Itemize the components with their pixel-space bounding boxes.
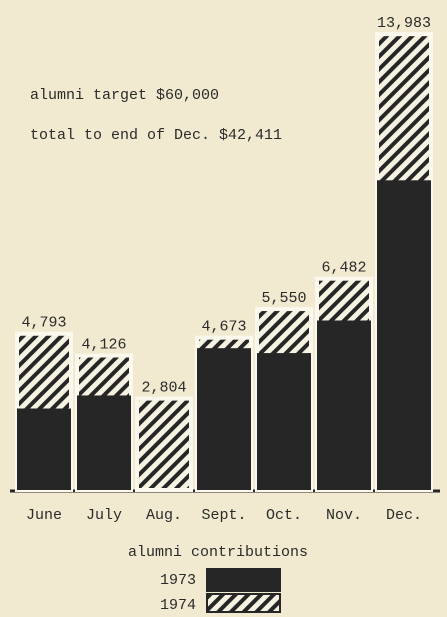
bar bbox=[317, 320, 371, 490]
data-label: 5,550 bbox=[261, 290, 306, 307]
data-label: 13,983 bbox=[377, 15, 431, 32]
legend-label: 1974 bbox=[160, 597, 196, 614]
x-tick-label: Dec. bbox=[386, 507, 422, 524]
bar bbox=[77, 395, 131, 490]
bar bbox=[135, 396, 193, 492]
data-label: 6,482 bbox=[321, 260, 366, 277]
x-tick-label: July bbox=[86, 507, 122, 524]
bar bbox=[17, 408, 71, 490]
x-tick-label: Nov. bbox=[326, 507, 362, 524]
legend-swatch bbox=[206, 568, 281, 592]
chart-title: alumni contributions bbox=[128, 544, 308, 561]
annotation: alumni target $60,000 bbox=[30, 87, 219, 104]
annotation: total to end of Dec. $42,411 bbox=[30, 127, 282, 144]
x-tick-label: June bbox=[26, 507, 62, 524]
bar bbox=[197, 348, 251, 490]
x-tick-label: Oct. bbox=[266, 507, 302, 524]
bar bbox=[377, 180, 431, 491]
bar bbox=[257, 353, 311, 490]
data-label: 4,793 bbox=[21, 315, 66, 332]
data-label: 4,673 bbox=[201, 319, 246, 336]
data-label: 4,126 bbox=[81, 336, 126, 353]
x-tick-label: Sept. bbox=[201, 507, 246, 524]
data-label: 2,804 bbox=[141, 380, 186, 397]
legend-swatch bbox=[206, 593, 281, 613]
x-tick-label: Aug. bbox=[146, 507, 182, 524]
legend-label: 1973 bbox=[160, 572, 196, 589]
